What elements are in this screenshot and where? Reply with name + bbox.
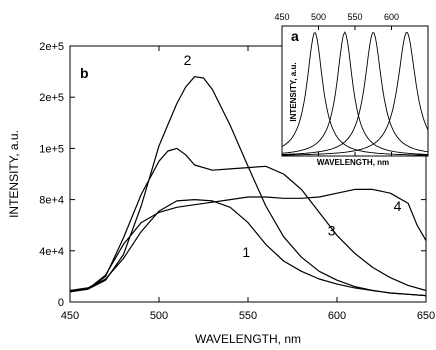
inset-x-axis-title: WAVELENGTH, nm <box>317 158 389 167</box>
y-tick-label: 2e+5 <box>39 92 64 104</box>
y-tick-label: 0 <box>58 297 64 309</box>
y-tick-label: 1e+5 <box>39 143 64 155</box>
series-line-4 <box>69 188 427 293</box>
y-tick-label: 2e+5 <box>39 41 64 53</box>
y-tick-label: 4e+4 <box>39 246 64 258</box>
main-plot: 450 500 550 600 650 0 4e+4 8e+4 1e+5 2e+5 2e+5 1 2… <box>7 41 435 346</box>
main-x-axis-title: WAVELENGTH, nm <box>195 332 301 346</box>
curve-label-4: 4 <box>394 198 402 214</box>
x-tick-label: 450 <box>61 310 79 322</box>
inset-x-tick-label: 600 <box>384 12 399 22</box>
main-curves <box>69 76 427 297</box>
inset-plot: 450 500 550 600 a WAVELENGTH, nm INTENSITY,… <box>274 12 429 167</box>
series-line-3 <box>69 147 427 293</box>
x-tick-label: 600 <box>328 310 346 322</box>
main-curve-labels: 1 2 3 4 <box>184 52 402 260</box>
x-tick-label: 550 <box>239 310 257 322</box>
main-y-axis-title: INTENSITY, a.u. <box>7 130 21 218</box>
inset-plot-frame <box>281 25 429 157</box>
panel-label-a: a <box>291 28 299 44</box>
inset-x-tick-label: 450 <box>274 12 289 22</box>
curve-label-1: 1 <box>242 244 250 260</box>
x-tick-label: 500 <box>150 310 168 322</box>
curve-label-3: 3 <box>328 222 336 238</box>
curve-label-2: 2 <box>184 52 192 68</box>
inset-x-tick-label: 550 <box>347 12 362 22</box>
series-line-2 <box>69 76 427 297</box>
inset-peak-2 <box>281 31 428 155</box>
inset-y-axis-title: INTENSITY, a.u. <box>289 62 298 121</box>
inset-curves <box>281 31 429 156</box>
inset-peak-4 <box>281 32 429 156</box>
y-tick-label: 8e+4 <box>39 195 64 207</box>
main-y-axis: 0 4e+4 8e+4 1e+5 2e+5 2e+5 <box>39 41 426 309</box>
inset-peak-3 <box>281 32 429 155</box>
inset-x-axis: 450 500 550 600 <box>274 12 399 156</box>
panel-label-b: b <box>80 65 89 81</box>
inset-x-tick-label: 500 <box>311 12 326 22</box>
x-tick-label: 650 <box>417 310 435 322</box>
inset-peak-1 <box>281 32 428 156</box>
